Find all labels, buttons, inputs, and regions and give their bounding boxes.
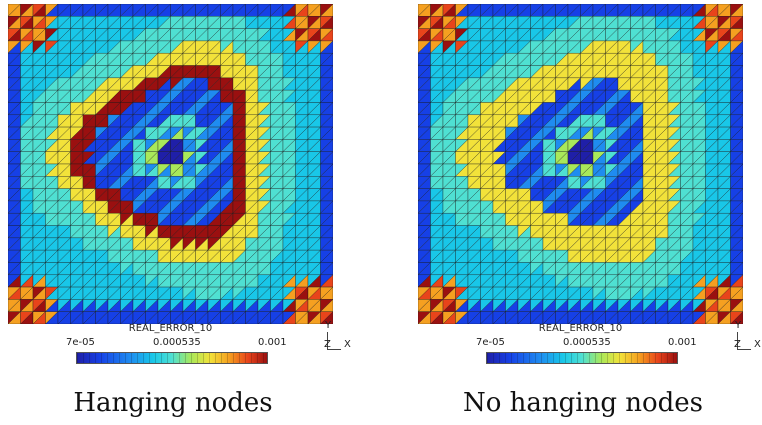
axis-z-label: Z [734, 339, 741, 350]
colorbar [486, 352, 678, 364]
axis-x-line [737, 349, 751, 350]
colorbar-max-label: 0.001 [668, 337, 697, 348]
axis-x-label: X [754, 339, 761, 350]
axis-triad: Y Z X [734, 320, 762, 352]
panel-hanging-nodes: REAL_ERROR_10 7e-05 0.000535 0.001 Y Z X… [8, 0, 351, 425]
colorbar-mid-label: 0.000535 [563, 337, 611, 348]
caption: No hanging nodes [462, 388, 704, 418]
colorbar [76, 352, 268, 364]
colorbar-title: REAL_ERROR_10 [538, 323, 623, 334]
colorbar-mid-label: 0.000535 [153, 337, 201, 348]
axis-triad: Y Z X [324, 320, 354, 352]
axis-y-line [737, 332, 738, 349]
axis-y-label: Y [325, 320, 332, 331]
colorbar-min-label: 7e-05 [476, 337, 505, 348]
mesh-cell [320, 311, 333, 324]
error-field-mesh [8, 4, 333, 324]
error-field-mesh [418, 4, 743, 324]
colorbar-max-label: 0.001 [258, 337, 287, 348]
axis-z-label: Z [324, 339, 331, 350]
axis-y-label: Y [735, 320, 742, 331]
axis-y-line [327, 332, 328, 349]
caption: Hanging nodes [73, 388, 273, 418]
colorbar-min-label: 7e-05 [66, 337, 95, 348]
axis-x-line [327, 349, 341, 350]
mesh-cell [730, 311, 743, 324]
panel-no-hanging-nodes: REAL_ERROR_10 7e-05 0.000535 0.001 Y Z X… [418, 0, 761, 425]
axis-x-label: X [344, 339, 351, 350]
colorbar-title: REAL_ERROR_10 [128, 323, 213, 334]
